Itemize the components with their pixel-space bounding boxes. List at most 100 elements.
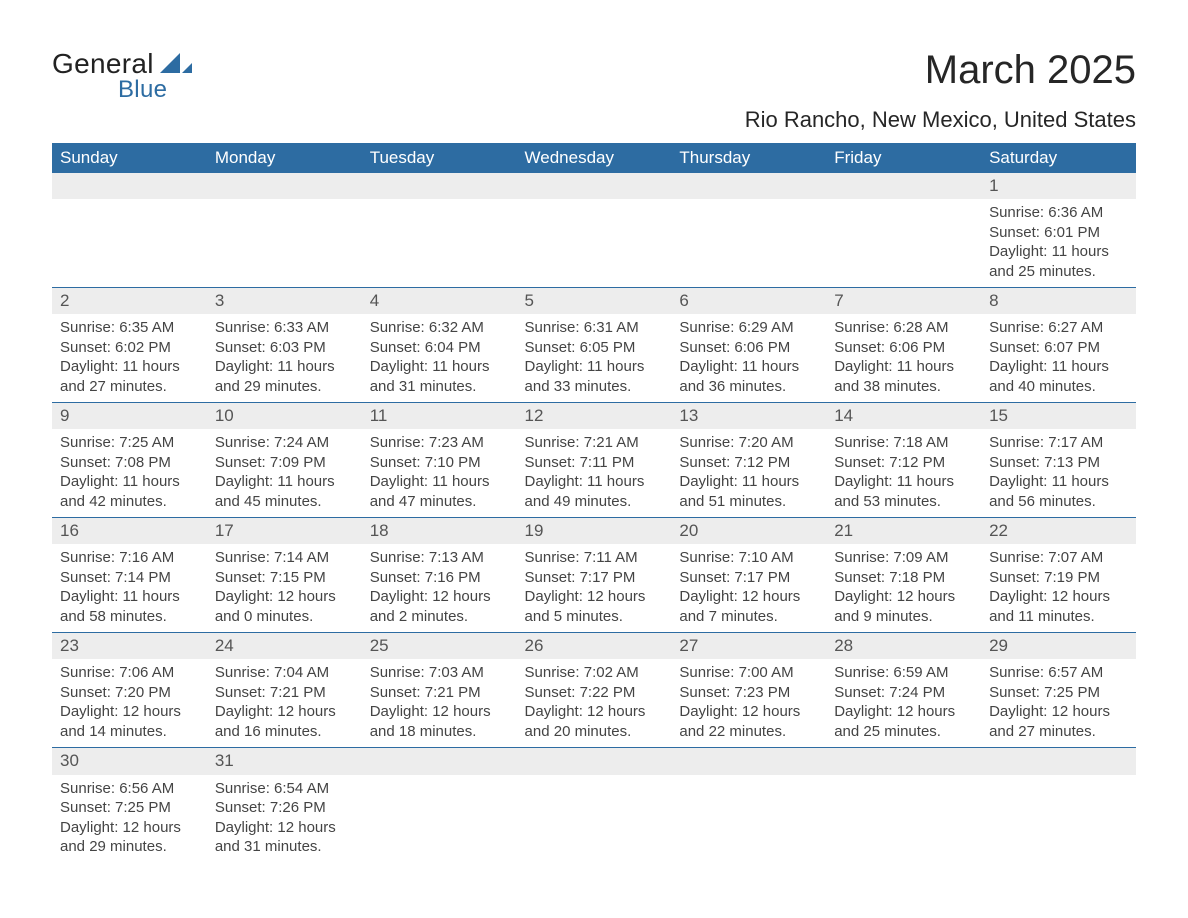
day-number-cell: 1 — [981, 173, 1136, 199]
daylight-text-1: Daylight: 11 hours — [370, 357, 509, 377]
day-detail-cell: Sunrise: 7:20 AMSunset: 7:12 PMDaylight:… — [671, 429, 826, 518]
day-detail-cell — [52, 199, 207, 288]
daylight-text-2: and 20 minutes. — [525, 722, 664, 742]
day-detail-cell — [207, 199, 362, 288]
daylight-text-1: Daylight: 12 hours — [989, 702, 1128, 722]
daylight-text-1: Daylight: 12 hours — [215, 587, 354, 607]
sunrise-text: Sunrise: 7:24 AM — [215, 433, 354, 453]
daylight-text-1: Daylight: 11 hours — [60, 472, 199, 492]
daylight-text-1: Daylight: 12 hours — [989, 587, 1128, 607]
daylight-text-2: and 9 minutes. — [834, 607, 973, 627]
daylight-text-1: Daylight: 12 hours — [60, 818, 199, 838]
day-number-cell — [671, 748, 826, 775]
daylight-text-1: Daylight: 12 hours — [60, 702, 199, 722]
sunrise-text: Sunrise: 7:13 AM — [370, 548, 509, 568]
sunrise-text: Sunrise: 7:00 AM — [679, 663, 818, 683]
day-detail-cell: Sunrise: 7:10 AMSunset: 7:17 PMDaylight:… — [671, 544, 826, 633]
day-detail-cell: Sunrise: 7:16 AMSunset: 7:14 PMDaylight:… — [52, 544, 207, 633]
sunset-text: Sunset: 7:25 PM — [989, 683, 1128, 703]
weekday-header: Saturday — [981, 143, 1136, 173]
sunset-text: Sunset: 6:01 PM — [989, 223, 1128, 243]
daylight-text-1: Daylight: 12 hours — [525, 587, 664, 607]
daylight-text-2: and 16 minutes. — [215, 722, 354, 742]
daylight-text-2: and 58 minutes. — [60, 607, 199, 627]
daylight-text-1: Daylight: 11 hours — [679, 357, 818, 377]
day-number-cell — [517, 748, 672, 775]
daylight-text-2: and 53 minutes. — [834, 492, 973, 512]
sunrise-text: Sunrise: 7:10 AM — [679, 548, 818, 568]
sunrise-text: Sunrise: 7:21 AM — [525, 433, 664, 453]
day-number-cell: 17 — [207, 518, 362, 545]
sunset-text: Sunset: 7:24 PM — [834, 683, 973, 703]
daylight-text-2: and 33 minutes. — [525, 377, 664, 397]
daylight-text-1: Daylight: 12 hours — [215, 702, 354, 722]
sunrise-text: Sunrise: 7:17 AM — [989, 433, 1128, 453]
title-block: March 2025 Rio Rancho, New Mexico, Unite… — [745, 48, 1136, 133]
day-detail-cell — [362, 199, 517, 288]
day-detail-row: Sunrise: 6:56 AMSunset: 7:25 PMDaylight:… — [52, 775, 1136, 863]
sunrise-text: Sunrise: 6:29 AM — [679, 318, 818, 338]
day-detail-cell — [826, 775, 981, 863]
brand-triangle-icon — [160, 53, 192, 78]
day-detail-cell: Sunrise: 7:24 AMSunset: 7:09 PMDaylight:… — [207, 429, 362, 518]
sunrise-text: Sunrise: 7:18 AM — [834, 433, 973, 453]
daylight-text-2: and 45 minutes. — [215, 492, 354, 512]
brand-logo: General Blue — [52, 48, 192, 104]
sunrise-text: Sunrise: 6:59 AM — [834, 663, 973, 683]
day-number-cell — [362, 748, 517, 775]
day-detail-cell: Sunrise: 7:18 AMSunset: 7:12 PMDaylight:… — [826, 429, 981, 518]
day-number-cell — [826, 748, 981, 775]
calendar-table: Sunday Monday Tuesday Wednesday Thursday… — [52, 143, 1136, 863]
day-number-cell: 26 — [517, 633, 672, 660]
day-number-cell: 19 — [517, 518, 672, 545]
day-detail-cell: Sunrise: 7:07 AMSunset: 7:19 PMDaylight:… — [981, 544, 1136, 633]
day-detail-cell: Sunrise: 7:06 AMSunset: 7:20 PMDaylight:… — [52, 659, 207, 748]
day-detail-cell: Sunrise: 6:29 AMSunset: 6:06 PMDaylight:… — [671, 314, 826, 403]
day-number-row: 9101112131415 — [52, 403, 1136, 430]
sunrise-text: Sunrise: 6:28 AM — [834, 318, 973, 338]
day-number-cell — [671, 173, 826, 199]
day-detail-cell — [517, 775, 672, 863]
day-number-cell: 20 — [671, 518, 826, 545]
weekday-header: Wednesday — [517, 143, 672, 173]
sunrise-text: Sunrise: 6:32 AM — [370, 318, 509, 338]
weekday-header: Tuesday — [362, 143, 517, 173]
daylight-text-2: and 29 minutes. — [215, 377, 354, 397]
day-detail-cell: Sunrise: 6:59 AMSunset: 7:24 PMDaylight:… — [826, 659, 981, 748]
daylight-text-1: Daylight: 11 hours — [525, 357, 664, 377]
daylight-text-2: and 40 minutes. — [989, 377, 1128, 397]
daylight-text-2: and 42 minutes. — [60, 492, 199, 512]
day-number-cell: 2 — [52, 288, 207, 315]
day-detail-cell: Sunrise: 6:31 AMSunset: 6:05 PMDaylight:… — [517, 314, 672, 403]
day-number-cell — [52, 173, 207, 199]
day-detail-cell: Sunrise: 7:23 AMSunset: 7:10 PMDaylight:… — [362, 429, 517, 518]
sunset-text: Sunset: 7:13 PM — [989, 453, 1128, 473]
daylight-text-2: and 2 minutes. — [370, 607, 509, 627]
daylight-text-1: Daylight: 12 hours — [370, 587, 509, 607]
day-detail-cell: Sunrise: 7:17 AMSunset: 7:13 PMDaylight:… — [981, 429, 1136, 518]
day-detail-row: Sunrise: 7:16 AMSunset: 7:14 PMDaylight:… — [52, 544, 1136, 633]
daylight-text-1: Daylight: 12 hours — [679, 702, 818, 722]
daylight-text-1: Daylight: 12 hours — [525, 702, 664, 722]
sunrise-text: Sunrise: 7:07 AM — [989, 548, 1128, 568]
sunset-text: Sunset: 7:12 PM — [679, 453, 818, 473]
day-number-cell: 11 — [362, 403, 517, 430]
day-number-cell — [517, 173, 672, 199]
day-number-cell: 16 — [52, 518, 207, 545]
sunrise-text: Sunrise: 7:11 AM — [525, 548, 664, 568]
sunset-text: Sunset: 7:21 PM — [215, 683, 354, 703]
day-number-cell — [981, 748, 1136, 775]
sunrise-text: Sunrise: 7:09 AM — [834, 548, 973, 568]
sunset-text: Sunset: 7:11 PM — [525, 453, 664, 473]
sunset-text: Sunset: 6:06 PM — [834, 338, 973, 358]
day-detail-cell: Sunrise: 7:04 AMSunset: 7:21 PMDaylight:… — [207, 659, 362, 748]
sunset-text: Sunset: 6:06 PM — [679, 338, 818, 358]
daylight-text-2: and 7 minutes. — [679, 607, 818, 627]
day-detail-cell: Sunrise: 7:14 AMSunset: 7:15 PMDaylight:… — [207, 544, 362, 633]
day-number-row: 16171819202122 — [52, 518, 1136, 545]
daylight-text-2: and 11 minutes. — [989, 607, 1128, 627]
daylight-text-1: Daylight: 12 hours — [834, 587, 973, 607]
day-detail-cell — [981, 775, 1136, 863]
day-number-row: 23242526272829 — [52, 633, 1136, 660]
sunset-text: Sunset: 7:17 PM — [679, 568, 818, 588]
